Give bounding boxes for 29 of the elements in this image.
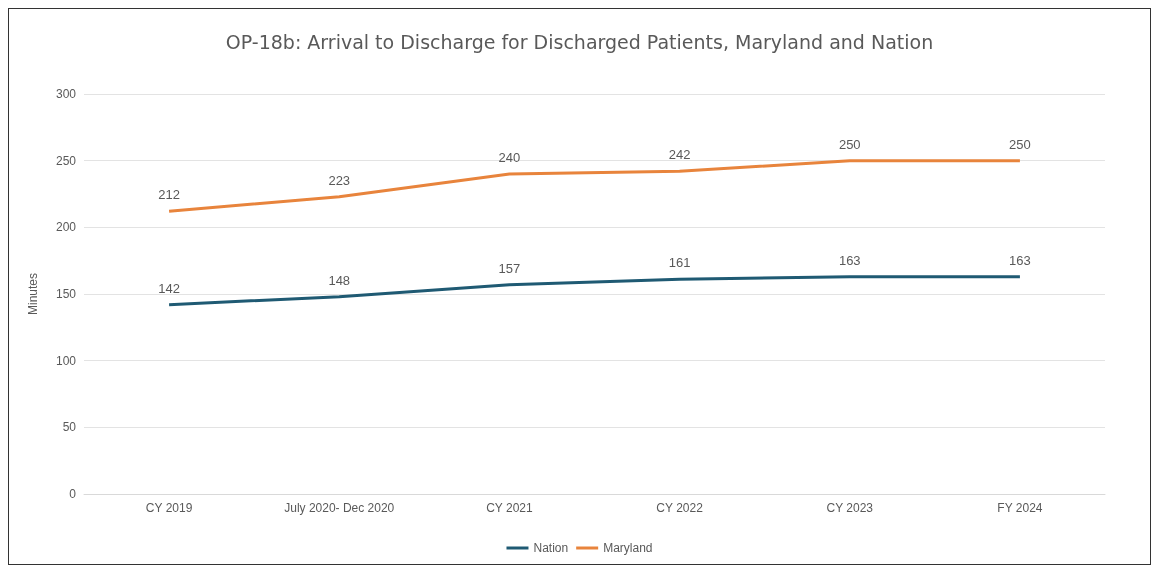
data-label: 163 <box>838 252 861 268</box>
x-tick-label: CY 2019 <box>145 501 193 515</box>
y-tick-label: 250 <box>55 153 77 168</box>
y-tick-label: 50 <box>62 420 77 435</box>
x-tick-label: CY 2022 <box>656 501 704 515</box>
legend-label: Nation <box>533 541 569 555</box>
y-tick-label: 150 <box>55 287 77 301</box>
x-tick-label: July 2020- Dec 2020 <box>284 501 395 515</box>
data-label: 161 <box>668 255 691 271</box>
x-tick-label: CY 2023 <box>826 501 874 515</box>
data-label: 212 <box>158 187 180 203</box>
y-tick-label: 0 <box>69 487 77 501</box>
y-tick-label: 100 <box>55 353 77 368</box>
data-label: 142 <box>158 280 180 296</box>
legend-label: Maryland <box>603 541 653 555</box>
data-label: 223 <box>328 172 351 188</box>
data-label: 242 <box>668 147 691 163</box>
data-label: 163 <box>1009 252 1031 268</box>
chart-title: OP-18b: Arrival to Discharge for Discharged Patients, Maryland and Nation <box>225 30 934 53</box>
x-tick-label: FY 2024 <box>997 501 1043 515</box>
data-label: 148 <box>328 272 351 288</box>
data-label: 240 <box>498 150 521 165</box>
y-tick-label: 200 <box>55 220 77 235</box>
x-tick-label: CY 2021 <box>486 501 533 515</box>
data-label: 157 <box>498 260 521 276</box>
y-tick-label: 300 <box>55 87 77 101</box>
data-label: 250 <box>1009 136 1031 152</box>
y-axis-title: Minutes <box>26 272 40 316</box>
data-label: 250 <box>838 136 861 152</box>
